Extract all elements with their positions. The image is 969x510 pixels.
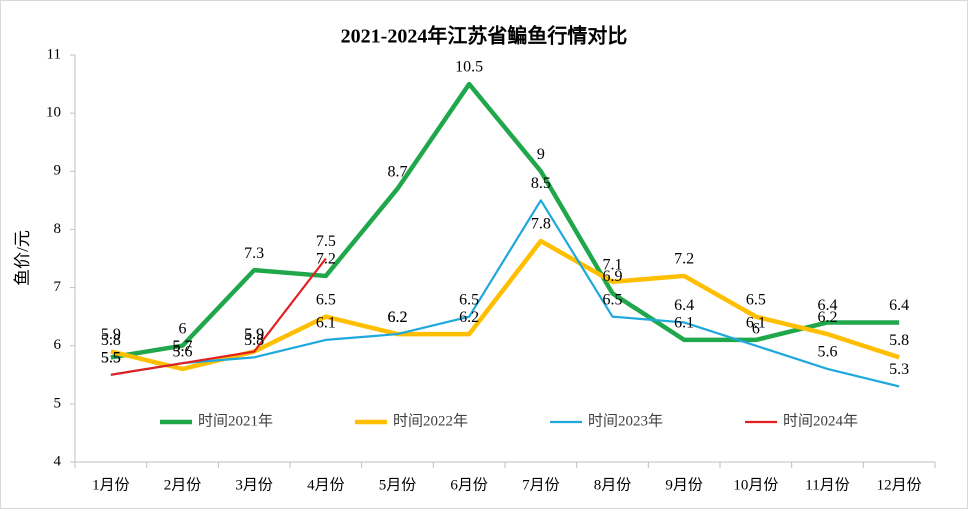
x-tick-label: 3月份: [235, 476, 273, 493]
y-tick-label: 7: [54, 279, 62, 295]
data-label: 7.3: [244, 245, 264, 262]
data-label: 6.2: [459, 309, 479, 326]
data-label: 7.8: [531, 216, 551, 233]
data-label: 5.6: [818, 344, 838, 361]
x-tick-label: 12月份: [877, 476, 922, 493]
data-label: 6.1: [316, 315, 336, 332]
x-tick-label: 2月份: [164, 476, 202, 493]
data-label: 5.7: [173, 338, 193, 355]
data-label: 5.8: [889, 332, 909, 349]
data-label: 5.5: [101, 349, 121, 366]
data-label: 6: [179, 320, 187, 337]
data-label: 5.9: [244, 326, 264, 343]
x-tick-label: 9月份: [665, 476, 703, 493]
legend-label: 时间2024年: [783, 412, 858, 429]
x-tick-label: 8月份: [594, 476, 632, 493]
y-tick-label: 5: [54, 395, 62, 411]
data-label: 6.1: [674, 315, 694, 332]
data-label: 9: [537, 146, 545, 163]
y-tick-label: 10: [46, 105, 61, 121]
data-label: 8.5: [531, 175, 551, 192]
chart-title: 2021-2024年江苏省鳊鱼行情对比: [341, 24, 628, 48]
data-label: 6.5: [746, 291, 766, 308]
data-label: 7.1: [603, 256, 623, 273]
data-label: 7.5: [316, 233, 336, 250]
x-tick-label: 6月份: [450, 476, 488, 493]
legend-label: 时间2021年: [198, 412, 273, 429]
data-label: 6.2: [388, 309, 408, 326]
data-label: 5.8: [244, 332, 264, 349]
y-tick-label: 4: [54, 453, 62, 469]
data-label: 6: [752, 320, 760, 337]
data-label: 10.5: [455, 59, 483, 76]
x-tick-label: 5月份: [379, 476, 417, 493]
series-line: [110, 199, 900, 388]
data-label: 6.5: [316, 291, 336, 308]
x-tick-label: 1月份: [92, 476, 130, 493]
x-tick-label: 10月份: [733, 476, 778, 493]
data-label: 6.2: [818, 309, 838, 326]
y-tick-label: 9: [54, 163, 62, 179]
legend-label: 时间2022年: [393, 412, 468, 429]
data-label: 6.5: [603, 291, 623, 308]
series-line: [110, 81, 900, 360]
data-label: 5.9: [101, 326, 121, 343]
data-label: 5.9: [244, 326, 264, 343]
x-tick-label: 11月份: [805, 476, 849, 493]
data-label: 7.2: [674, 251, 694, 268]
y-tick-label: 11: [47, 46, 61, 62]
data-label: 5.3: [889, 361, 909, 378]
data-label: 6.5: [459, 291, 479, 308]
y-tick-label: 6: [54, 337, 62, 353]
data-label: 6.2: [388, 309, 408, 326]
data-label: 6.9: [603, 268, 623, 285]
data-label: 5.5: [101, 349, 121, 366]
x-tick-label: 4月份: [307, 476, 345, 493]
data-label: 6.4: [674, 297, 694, 314]
y-tick-label: 8: [54, 221, 62, 237]
x-tick-label: 7月份: [522, 476, 560, 493]
data-label: 6.4: [889, 297, 909, 314]
data-label: 7.2: [316, 251, 336, 268]
data-label: 6.1: [746, 315, 766, 332]
series-line: [110, 257, 327, 376]
data-label: 6.4: [818, 297, 838, 314]
legend-label: 时间2023年: [588, 412, 663, 429]
y-axis-label: 鱼价/元: [13, 230, 32, 286]
data-label: 5.8: [101, 332, 121, 349]
data-label: 5.6: [173, 344, 193, 361]
data-label: 5.7: [173, 338, 193, 355]
data-label: 8.7: [388, 163, 408, 180]
